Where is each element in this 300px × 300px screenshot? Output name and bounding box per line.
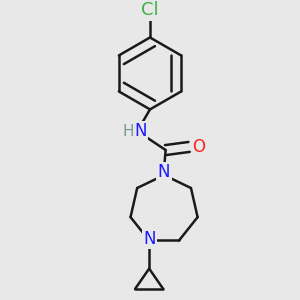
Text: H: H [122, 124, 134, 139]
Text: O: O [192, 138, 205, 156]
Text: Cl: Cl [141, 1, 159, 19]
Text: N: N [134, 122, 147, 140]
Text: N: N [143, 230, 155, 248]
Text: N: N [158, 163, 170, 181]
